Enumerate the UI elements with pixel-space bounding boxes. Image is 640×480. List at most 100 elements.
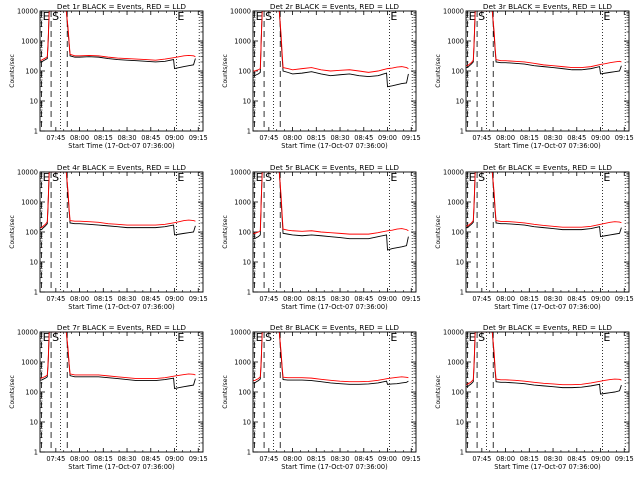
marker-label: E [390,10,397,23]
series-line-lld [466,332,622,386]
y-tick-label: 1 [460,448,464,456]
series-line-lld [253,11,409,73]
panel-title: Det 5r BLACK = Events, RED = LLD [270,163,400,172]
y-tick-label: 100 [451,388,464,396]
x-tick-label: 09:15 [189,134,208,142]
x-tick-label: 08:00 [70,295,89,303]
plot-frame [39,10,204,132]
y-tick-label: 10000 [443,168,464,176]
x-tick-label: 08:45 [567,134,586,142]
marker-label: S [52,10,59,23]
x-tick-label: 09:15 [402,134,421,142]
marker-label: E [177,331,184,344]
plot-frame [465,171,630,293]
y-tick-label: 10000 [17,7,38,15]
y-tick-label: 10 [456,418,464,426]
x-tick-label: 07:45 [472,455,491,463]
marker-label: E [603,10,610,23]
marker-label: S [52,331,59,344]
x-axis-label: Start Time (17-Oct-07 07:36:00) [281,463,387,471]
x-tick-label: 08:15 [94,295,113,303]
series-line-events [253,11,409,88]
marker-label: E [177,10,184,23]
y-tick-label: 1000 [21,198,38,206]
x-tick-label: 09:15 [615,295,634,303]
x-tick-label: 07:45 [259,134,278,142]
y-tick-label: 100 [25,228,38,236]
x-tick-label: 09:15 [189,455,208,463]
x-tick-label: 09:15 [615,455,634,463]
y-tick-label: 100 [451,228,464,236]
y-tick-label: 10 [30,97,38,105]
marker-label: S [478,171,485,184]
y-tick-label: 1000 [447,358,464,366]
x-tick-label: 08:45 [567,295,586,303]
x-tick-label: 09:00 [165,134,184,142]
y-axis-label: Counts/sec [222,215,229,249]
x-tick-label: 07:45 [472,295,491,303]
series-line-events [40,172,196,236]
series-line-lld [253,332,409,383]
plot-frame [465,331,630,453]
y-tick-label: 1000 [234,37,251,45]
y-tick-label: 100 [451,67,464,75]
series-line-lld [253,172,409,235]
y-tick-label: 1000 [21,37,38,45]
series-line-events [466,172,622,238]
marker-label: S [265,331,272,344]
x-tick-label: 07:45 [472,134,491,142]
y-tick-label: 100 [238,228,251,236]
y-tick-label: 10 [243,97,251,105]
x-axis-label: Start Time (17-Oct-07 07:36:00) [68,463,174,471]
series-line-events [253,172,409,251]
y-tick-label: 100 [238,67,251,75]
y-tick-label: 10 [243,418,251,426]
x-tick-label: 08:15 [94,455,113,463]
x-tick-label: 09:15 [615,134,634,142]
x-tick-label: 08:00 [70,455,89,463]
plot-frame [252,331,417,453]
y-axis-label: Counts/sec [222,375,229,409]
marker-label: E [256,331,263,344]
y-tick-label: 1 [247,127,251,135]
panel-title: Det 6r BLACK = Events, RED = LLD [483,163,613,172]
x-tick-label: 07:45 [259,455,278,463]
panel-det-8: Det 8r BLACK = Events, RED = LLD 1 10 100 10… [222,323,421,471]
y-tick-label: 1000 [21,358,38,366]
series-line-lld [466,172,622,228]
y-axis-label: Counts/sec [435,375,442,409]
y-tick-label: 10000 [443,7,464,15]
panel-det-4: Det 4r BLACK = Events, RED = LLD 1 10 100 10… [9,163,208,311]
series-line-events [253,332,409,385]
marker-label: E [256,10,263,23]
y-tick-label: 1 [460,127,464,135]
plot-frame [39,171,204,293]
panel-title: Det 9r BLACK = Events, RED = LLD [483,323,613,332]
y-tick-label: 1000 [234,358,251,366]
y-tick-label: 10 [243,258,251,266]
x-tick-label: 08:15 [520,134,539,142]
panel-title: Det 1r BLACK = Events, RED = LLD [57,2,187,11]
y-tick-label: 1 [247,448,251,456]
y-tick-label: 10000 [230,328,251,336]
x-tick-label: 08:45 [354,134,373,142]
marker-label: E [390,331,397,344]
marker-label: S [478,331,485,344]
x-tick-label: 08:15 [520,455,539,463]
x-tick-label: 08:15 [307,134,326,142]
x-tick-label: 09:00 [378,295,397,303]
marker-label: E [469,10,476,23]
plot-frame [39,331,204,453]
x-tick-label: 09:15 [402,455,421,463]
y-tick-label: 10000 [17,328,38,336]
x-tick-label: 08:00 [70,134,89,142]
y-tick-label: 10000 [17,168,38,176]
x-tick-label: 09:00 [591,455,610,463]
marker-label: E [177,171,184,184]
x-tick-label: 08:00 [283,134,302,142]
y-tick-label: 10 [30,258,38,266]
x-tick-label: 08:30 [544,295,563,303]
x-tick-label: 08:45 [354,455,373,463]
x-tick-label: 08:30 [118,455,137,463]
